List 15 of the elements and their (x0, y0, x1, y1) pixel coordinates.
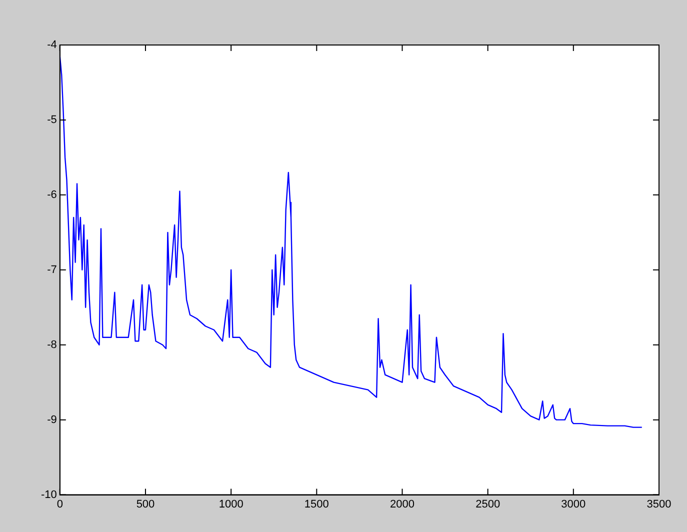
x-tick-label: 1000 (218, 498, 244, 510)
y-tick-label: -10 (40, 488, 57, 501)
y-tick-label: -9 (47, 414, 57, 426)
y-tick-label: -7 (47, 264, 57, 276)
y-tick-label: -8 (47, 338, 57, 351)
x-tick-label: 3000 (561, 498, 586, 510)
x-tick-label: 1500 (304, 498, 329, 510)
y-tick-label: -4 (47, 39, 57, 52)
y-tick-label: -6 (47, 188, 57, 201)
x-tick-label: 2500 (476, 498, 500, 510)
x-tick-label: 500 (136, 498, 155, 510)
x-tick-label: 3500 (646, 498, 672, 510)
x-tick-label: 0 (56, 498, 63, 510)
x-tick-label: 2000 (390, 498, 414, 510)
y-tick-label: -5 (47, 114, 57, 126)
